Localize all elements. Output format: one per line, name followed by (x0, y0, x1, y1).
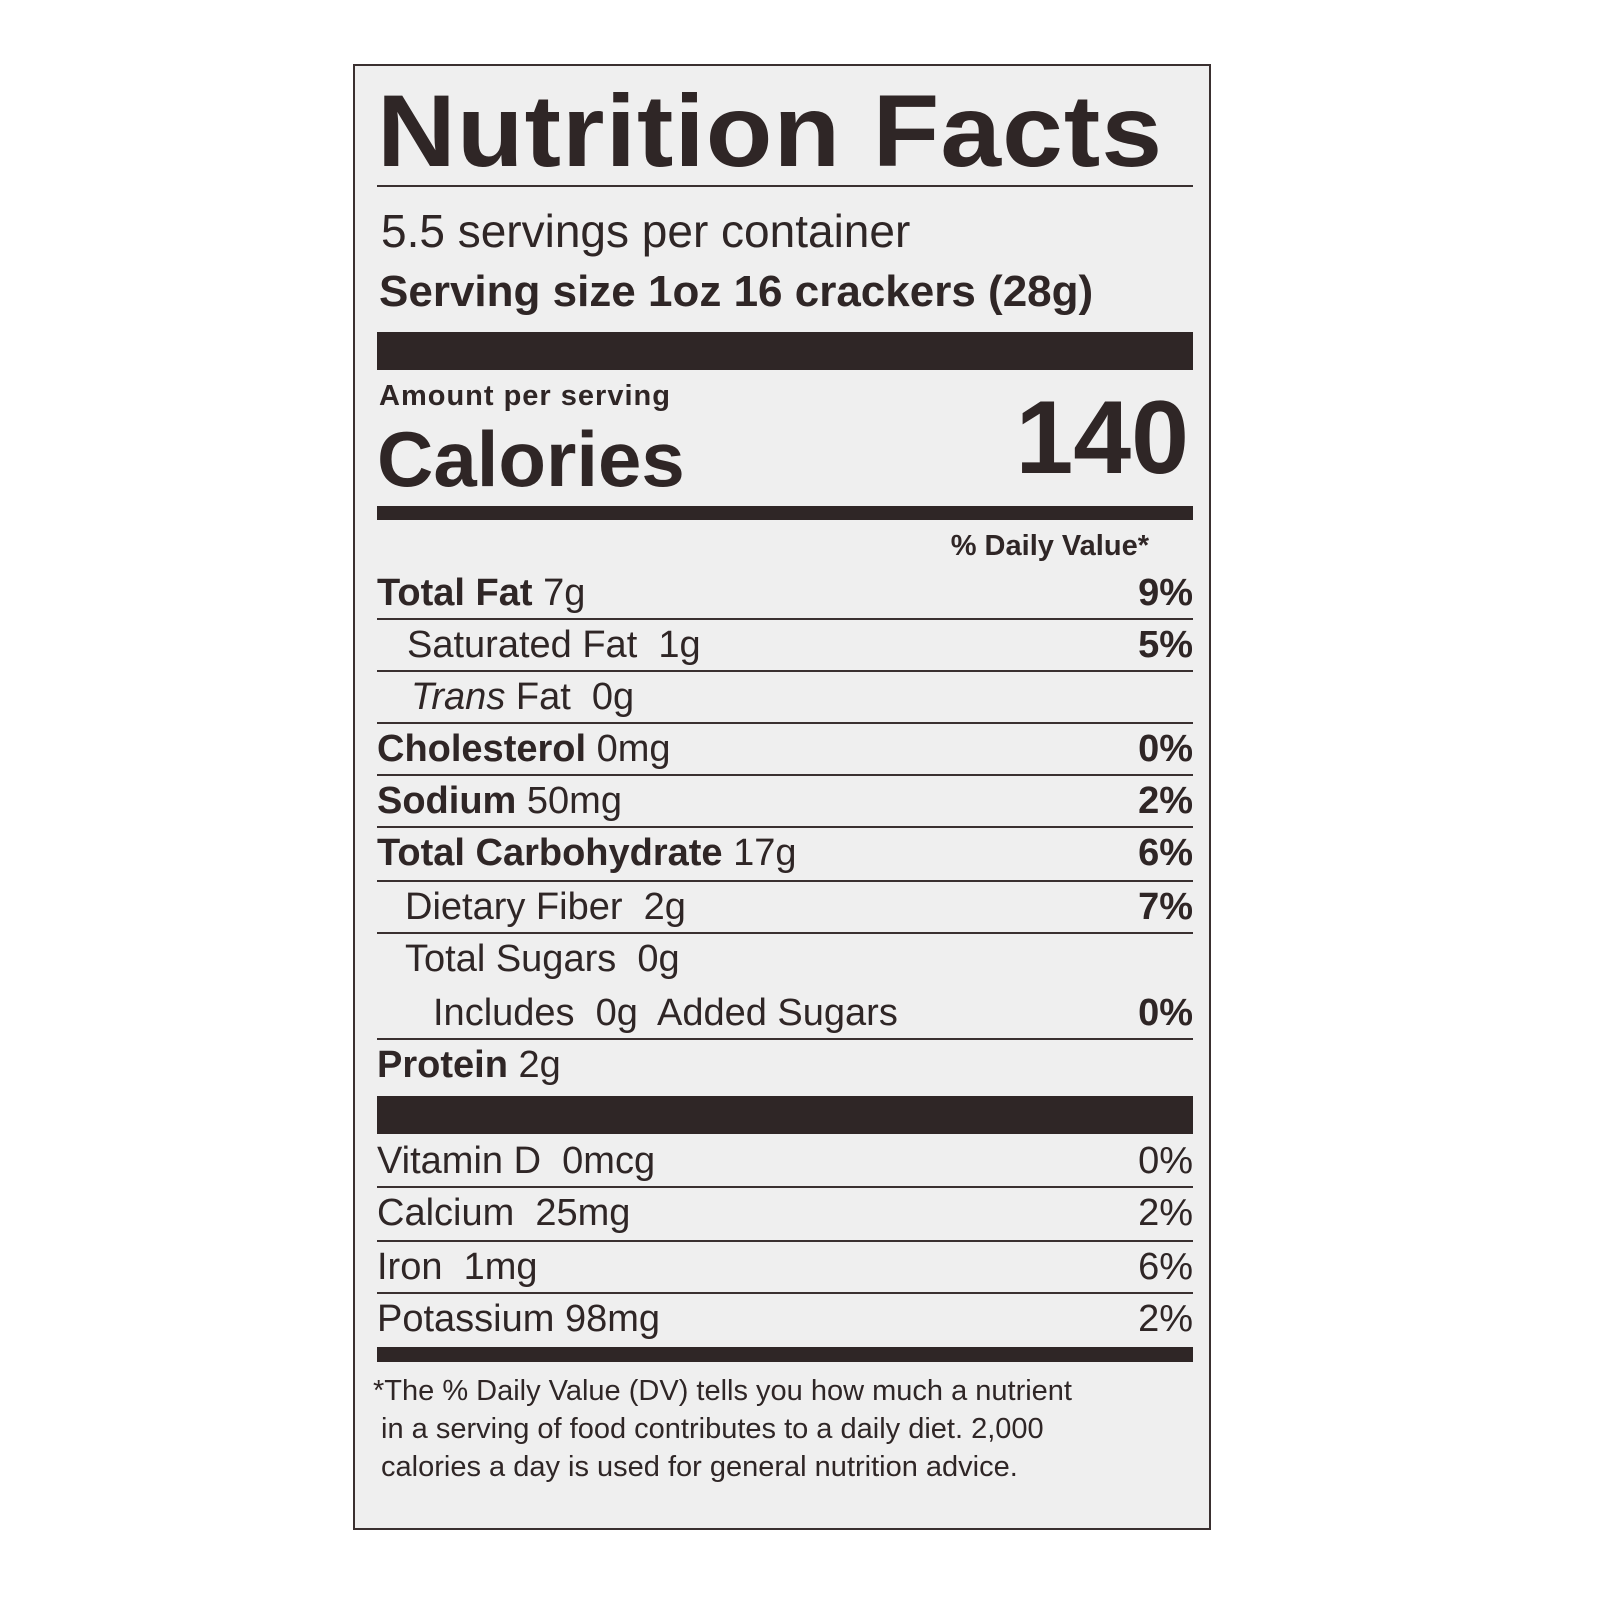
nutrient-name: Total Fat (377, 572, 533, 614)
nutrient-name: Total Sugars (405, 938, 617, 980)
footnote-line: *The % Daily Value (DV) tells you how mu… (373, 1375, 1072, 1407)
nutrient-name: Sodium (377, 780, 517, 822)
nutrient-amount: 0mg (596, 728, 671, 770)
nutrient-row-total-sugars: Total Sugars 0g (377, 934, 1193, 986)
footnote-line: in a serving of food contributes to a da… (373, 1413, 1044, 1445)
nutrient-row-added-sugars: Includes 0g Added Sugars 0% (377, 988, 1193, 1040)
divider (377, 185, 1193, 187)
calories-label: Calories (377, 415, 685, 503)
nutrient-row-total-carbohydrate: Total Carbohydrate 17g 6% (377, 828, 1193, 882)
vitamin-amount: 98mg (564, 1298, 661, 1340)
nutrient-amount: 50mg (526, 780, 622, 822)
medium-divider (377, 506, 1193, 520)
nutrient-amount: 7g (543, 572, 586, 614)
nutrient-dv: 5% (1138, 624, 1193, 666)
nutrient-name: Includes (433, 992, 575, 1034)
vitamin-row-calcium: Calcium 25mg 2% (377, 1188, 1193, 1242)
label-title: Nutrition Facts (377, 74, 1164, 188)
vitamin-row-vitamin-d: Vitamin D 0mcg 0% (377, 1136, 1193, 1188)
nutrient-row-cholesterol: Cholesterol 0mg 0% (377, 724, 1193, 776)
serving-size: Serving size 1oz 16 crackers (28g) (379, 267, 1094, 316)
nutrient-dv: 0% (1138, 992, 1193, 1034)
nutrient-row-total-fat: Total Fat 7g 9% (377, 568, 1193, 620)
nutrient-dv: 2% (1138, 780, 1193, 822)
nutrient-name: Protein (377, 1044, 508, 1086)
footnote-line: calories a day is used for general nutri… (373, 1451, 1018, 1483)
vitamin-row-potassium: Potassium 98mg 2% (377, 1294, 1193, 1346)
nutrient-amount: 0g (591, 676, 635, 718)
nutrient-name: Trans (411, 676, 506, 718)
vitamin-dv: 6% (1138, 1246, 1193, 1288)
medium-divider (377, 1347, 1193, 1362)
vitamin-amount: 0mcg (562, 1140, 656, 1182)
amount-per-serving: Amount per serving (379, 380, 671, 412)
nutrient-row-protein: Protein 2g (377, 1040, 1193, 1092)
vitamin-dv: 2% (1138, 1192, 1193, 1234)
nutrient-amount: 0g (637, 938, 680, 980)
nutrient-amount: 2g (643, 886, 686, 928)
nutrient-row-trans-fat: Trans Fat 0g (377, 672, 1193, 724)
vitamin-row-iron: Iron 1mg 6% (377, 1242, 1193, 1294)
servings-per-container: 5.5 servings per container (381, 205, 911, 257)
nutrient-amount: 17g (733, 832, 797, 874)
nutrient-row-dietary-fiber: Dietary Fiber 2g 7% (377, 882, 1193, 934)
nutrient-dv: 0% (1138, 728, 1193, 770)
vitamin-amount: 25mg (535, 1192, 631, 1234)
nutrient-name: Saturated Fat (407, 624, 638, 666)
nutrition-facts-label: Nutrition Facts 5.5 servings per contain… (353, 64, 1211, 1530)
vitamin-name: Calcium (377, 1192, 515, 1234)
daily-value-header: % Daily Value* (950, 530, 1149, 562)
vitamin-dv: 2% (1138, 1298, 1193, 1340)
thick-divider (377, 332, 1193, 370)
nutrient-amount: 0g (595, 992, 638, 1034)
vitamin-name: Potassium (377, 1298, 555, 1340)
thick-divider (377, 1096, 1193, 1134)
nutrient-amount: 2g (518, 1044, 561, 1086)
calories-value: 140 (1015, 380, 1189, 496)
nutrient-name: Cholesterol (377, 728, 587, 770)
nutrient-name: Dietary Fiber (405, 886, 623, 928)
vitamin-amount: 1mg (463, 1246, 538, 1288)
vitamin-dv: 0% (1138, 1140, 1193, 1182)
nutrient-row-saturated-fat: Saturated Fat 1g 5% (377, 620, 1193, 672)
nutrient-dv: 9% (1138, 572, 1193, 614)
nutrient-dv: 7% (1138, 886, 1193, 928)
nutrient-name: Total Carbohydrate (377, 832, 723, 874)
vitamin-name: Vitamin D (377, 1140, 542, 1182)
vitamin-name: Iron (377, 1246, 443, 1288)
nutrient-dv: 6% (1138, 832, 1193, 874)
nutrient-name-suffix: Fat (515, 676, 571, 718)
nutrient-amount: 1g (658, 624, 701, 666)
nutrient-name-suffix: Added Sugars (656, 992, 898, 1034)
nutrient-row-sodium: Sodium 50mg 2% (377, 776, 1193, 828)
